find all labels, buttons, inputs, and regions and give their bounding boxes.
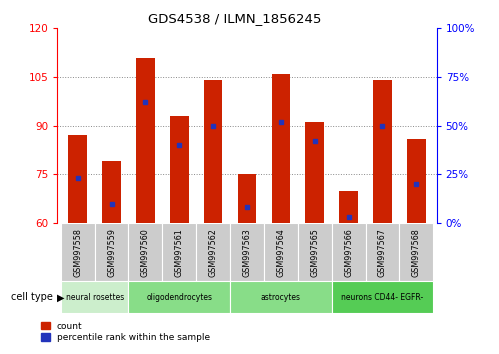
Text: GSM997562: GSM997562	[209, 228, 218, 277]
Text: GSM997568: GSM997568	[412, 228, 421, 276]
Text: GSM997565: GSM997565	[310, 228, 319, 277]
Text: neural rosettes: neural rosettes	[65, 293, 124, 302]
Bar	[365, 223, 399, 281]
Text: cell type: cell type	[10, 292, 52, 302]
Text: ▶: ▶	[57, 292, 64, 302]
Bar	[162, 223, 196, 281]
Bar	[136, 57, 155, 223]
Text: GSM997560: GSM997560	[141, 228, 150, 276]
Bar	[230, 281, 332, 313]
Bar	[271, 74, 290, 223]
Text: GDS4538 / ILMN_1856245: GDS4538 / ILMN_1856245	[148, 12, 321, 25]
Bar	[399, 223, 433, 281]
Bar	[204, 80, 223, 223]
Text: GSM997567: GSM997567	[378, 228, 387, 277]
Text: GSM997561: GSM997561	[175, 228, 184, 276]
Bar	[95, 223, 129, 281]
Bar	[238, 175, 256, 223]
Bar	[61, 281, 129, 313]
Bar	[332, 281, 433, 313]
Bar	[102, 161, 121, 223]
Legend: count, percentile rank within the sample: count, percentile rank within the sample	[37, 318, 214, 346]
Bar	[61, 223, 95, 281]
Text: GSM997566: GSM997566	[344, 228, 353, 276]
Bar	[170, 116, 189, 223]
Bar	[407, 139, 426, 223]
Bar	[373, 80, 392, 223]
Text: GSM997559: GSM997559	[107, 228, 116, 277]
Bar	[298, 223, 332, 281]
Bar	[339, 190, 358, 223]
Bar	[332, 223, 365, 281]
Text: GSM997563: GSM997563	[243, 228, 251, 276]
Bar	[196, 223, 230, 281]
Bar	[129, 281, 230, 313]
Text: oligodendrocytes: oligodendrocytes	[146, 293, 212, 302]
Bar	[230, 223, 264, 281]
Text: GSM997564: GSM997564	[276, 228, 285, 276]
Bar	[129, 223, 162, 281]
Text: astrocytes: astrocytes	[261, 293, 301, 302]
Bar	[305, 122, 324, 223]
Text: neurons CD44- EGFR-: neurons CD44- EGFR-	[341, 293, 424, 302]
Text: GSM997558: GSM997558	[73, 228, 82, 277]
Bar	[264, 223, 298, 281]
Bar	[68, 135, 87, 223]
